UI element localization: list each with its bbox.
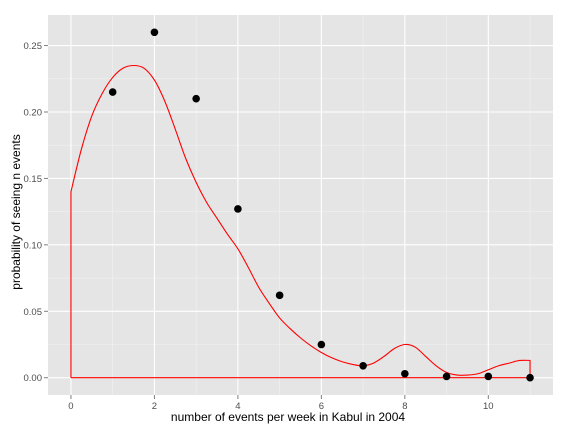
y-tick-label: 0.20 (24, 107, 43, 118)
x-tick-label: 10 (483, 401, 494, 412)
y-tick-label: 0.10 (24, 240, 43, 251)
data-point (359, 362, 367, 370)
x-tick-label: 2 (152, 401, 157, 412)
data-point (485, 373, 493, 381)
y-axis-title: probability of seeing n events (9, 134, 23, 289)
data-point (276, 292, 284, 300)
data-point (151, 28, 159, 36)
data-point (318, 341, 326, 349)
data-point (526, 374, 534, 382)
y-tick-label: 0.05 (24, 307, 43, 318)
y-tick-label: 0.25 (24, 41, 43, 52)
data-point (109, 88, 117, 96)
data-point (192, 95, 200, 103)
data-point (401, 370, 409, 378)
y-tick-label: 0.00 (24, 373, 43, 384)
x-axis-title: number of events per week in Kabul in 20… (171, 410, 405, 424)
y-tick-label: 0.15 (24, 174, 43, 185)
data-point (234, 205, 242, 213)
data-point (443, 373, 451, 381)
x-tick-label: 0 (68, 401, 73, 412)
